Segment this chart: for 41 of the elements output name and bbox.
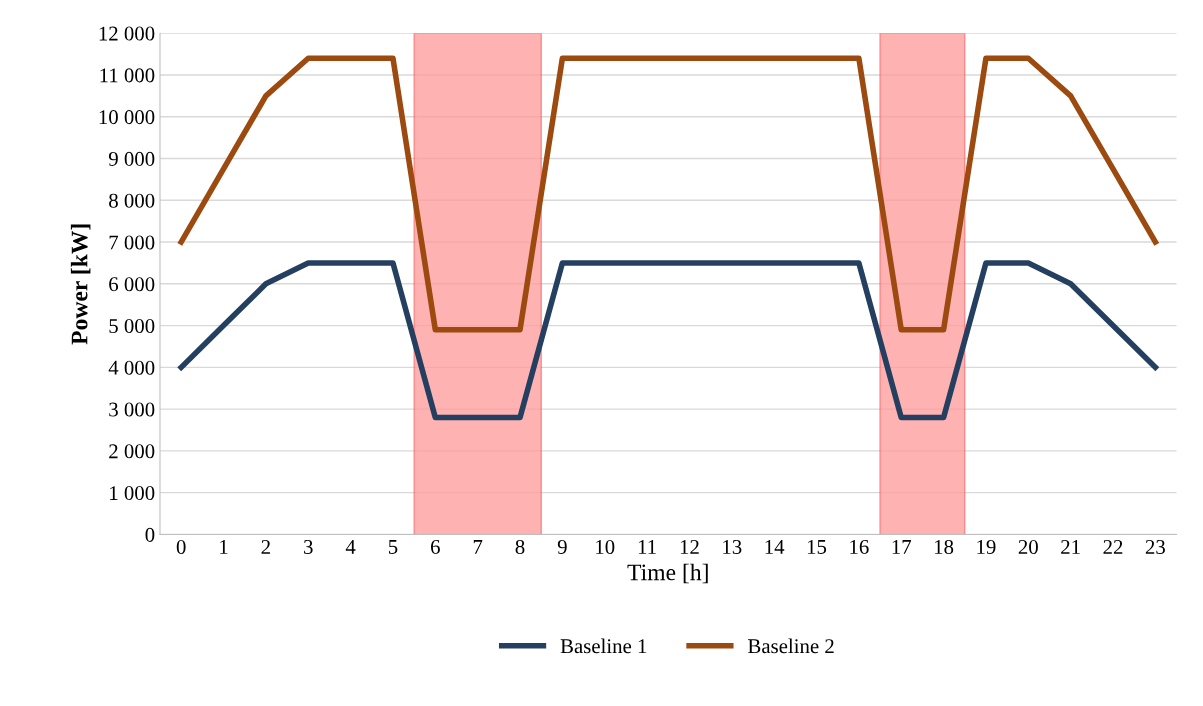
legend-label: Baseline 1 — [560, 638, 647, 654]
x-tick-label: 5 — [388, 540, 398, 554]
y-tick-label: 9 000 — [108, 151, 155, 166]
y-tick-label: 7 000 — [109, 235, 155, 250]
x-tick-label: 10 — [596, 539, 615, 554]
x-tick-label: 20 — [1018, 539, 1038, 554]
x-tick-label: 1 — [220, 540, 228, 554]
x-tick-label: 22 — [1103, 539, 1123, 554]
y-axis-title: Power [kW] — [70, 224, 91, 345]
x-tick-label: 15 — [807, 540, 827, 554]
x-axis-title: Time [h] — [627, 563, 708, 584]
x-tick-label: 21 — [1061, 539, 1080, 554]
y-tick-label: 2 000 — [109, 444, 155, 459]
y-tick-label: 1 000 — [110, 486, 155, 501]
x-tick-label: 23 — [1145, 539, 1165, 554]
y-tick-label: 5 000 — [109, 318, 155, 334]
x-tick-label: 14 — [765, 540, 785, 554]
x-tick-label: 7 — [473, 540, 483, 554]
y-tick-label: 0 — [145, 527, 155, 542]
x-tick-label: 11 — [638, 540, 656, 554]
legend-label: Baseline 2 — [748, 638, 834, 654]
y-tick-label: 12 000 — [99, 26, 155, 41]
x-tick-label: 2 — [261, 539, 270, 554]
x-tick-label: 18 — [934, 539, 954, 554]
x-tick-label: 9 — [557, 539, 567, 554]
x-tick-label: 8 — [515, 539, 525, 554]
x-tick-label: 4 — [345, 540, 356, 554]
x-tick-label: 6 — [431, 539, 440, 554]
y-tick-label: 4 000 — [108, 360, 155, 375]
y-tick-label: 3 000 — [109, 402, 155, 417]
x-tick-label: 16 — [850, 539, 869, 554]
y-tick-label: 10 000 — [99, 110, 155, 125]
x-tick-label: 3 — [304, 539, 313, 554]
y-tick-label: 6 000 — [109, 277, 155, 292]
x-tick-label: 13 — [723, 539, 742, 554]
x-tick-label: 17 — [892, 540, 912, 554]
x-tick-label: 19 — [977, 539, 996, 554]
y-tick-label: 8 000 — [109, 193, 155, 208]
y-tick-label: 11 000 — [100, 68, 155, 83]
x-tick-label: 12 — [680, 539, 699, 554]
x-tick-label: 0 — [176, 539, 186, 554]
